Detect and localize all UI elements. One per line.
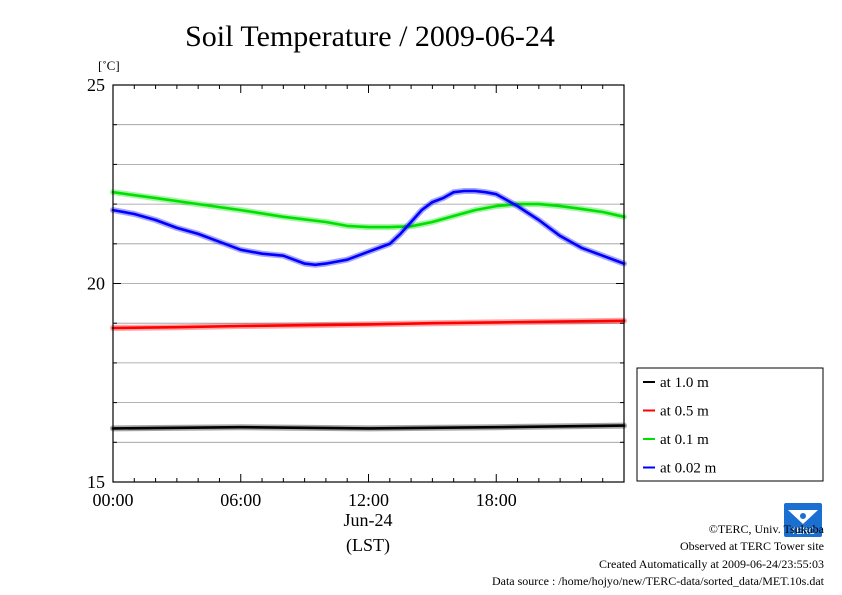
x-tick-label: 06:00 <box>220 490 261 510</box>
copyright-text: ©TERC, Univ. Tsukuba <box>708 522 824 536</box>
observed-text: Observed at TERC Tower site <box>679 539 824 553</box>
y-tick-label: 25 <box>87 75 105 95</box>
source-text: Data source : /home/hojyo/new/TERC-data/… <box>491 574 824 588</box>
series-layer <box>110 188 627 432</box>
y-tick-label: 20 <box>87 274 105 294</box>
logo-text: TERC <box>791 526 816 536</box>
legend-label: at 0.1 m <box>660 432 709 448</box>
y-axis-unit: [˚C] <box>98 58 120 73</box>
grid-lines <box>113 124 624 443</box>
axis-ticks: 00:00 06:00 12:00 18:00 15 20 25 <box>87 75 625 510</box>
series-line <box>111 190 626 229</box>
x-tick-label: 00:00 <box>92 490 133 510</box>
x-tick-label: 18:00 <box>476 490 517 510</box>
series-halo <box>110 189 627 231</box>
legend-box <box>636 367 824 482</box>
legend-label: at 0.02 m <box>660 461 717 477</box>
series-line <box>111 189 626 267</box>
x-axis-label: (LST) <box>346 535 390 556</box>
terc-logo: TERC <box>784 503 822 537</box>
x-axis-date: Jun-24 <box>344 510 393 530</box>
series-line <box>111 424 626 430</box>
legend: at 1.0 m at 0.5 m at 0.1 m at 0.02 m <box>636 367 824 482</box>
series-line <box>111 319 626 330</box>
logo-drop <box>800 513 806 519</box>
created-text: Created Automatically at 2009-06-24/23:5… <box>599 557 824 571</box>
legend-label: at 0.5 m <box>660 404 709 420</box>
chart-title: Soil Temperature / 2009-06-24 <box>185 20 555 53</box>
y-tick-label: 15 <box>87 472 105 492</box>
legend-label: at 1.0 m <box>660 375 709 391</box>
x-tick-label: 12:00 <box>348 490 389 510</box>
